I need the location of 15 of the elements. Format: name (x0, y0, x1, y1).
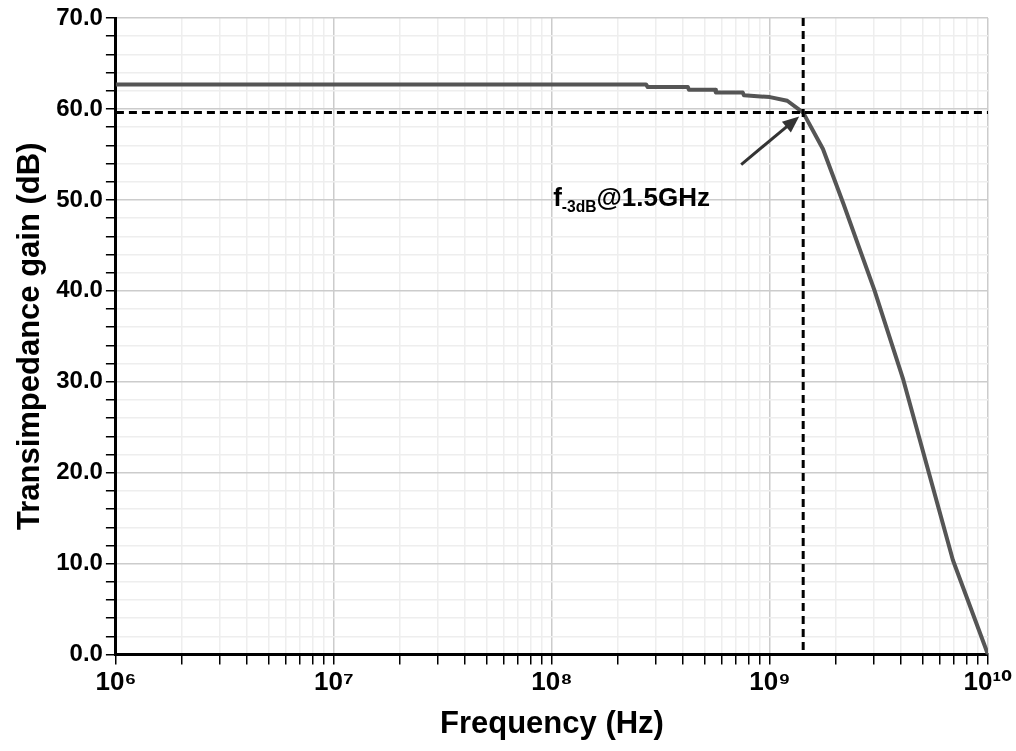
y-tick-label: 20.0 (56, 457, 103, 485)
y-axis-title: Transimpedance gain (dB) (11, 142, 47, 531)
x-tick-label: 10⁶ (95, 666, 137, 697)
x-axis-title: Frequency (Hz) (439, 704, 664, 740)
y-tick-label: 60.0 (56, 93, 103, 121)
x-tick-label: 10⁹ (749, 666, 791, 697)
y-tick-label: 40.0 (56, 275, 103, 303)
x-tick-label: 10⁸ (531, 666, 573, 697)
y-tick-label: 70.0 (56, 2, 103, 30)
y-tick-label: 0.0 (69, 639, 103, 667)
y-tick-label: 50.0 (56, 184, 103, 212)
x-tick-label: 10¹⁰ (963, 666, 1013, 697)
y-tick-label: 10.0 (56, 548, 103, 576)
y-tick-label: 30.0 (56, 366, 103, 394)
x-tick-label: 10⁷ (314, 666, 354, 697)
